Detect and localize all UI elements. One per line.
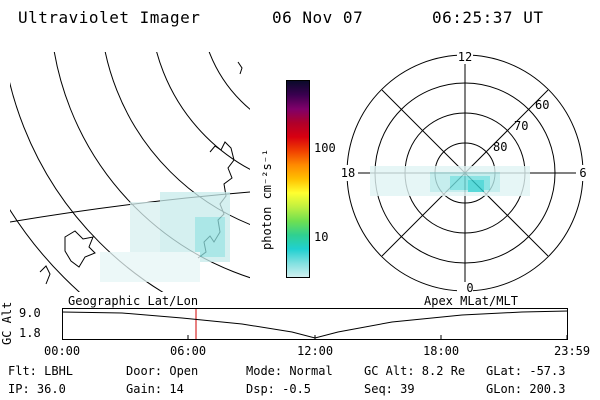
coastline: [64, 230, 96, 268]
mlt-label-top: 12: [458, 50, 472, 64]
xtick-0600: 06:00: [170, 344, 207, 358]
colorbar-tick-10: 10: [314, 230, 329, 244]
lat-label-60: 60: [535, 98, 549, 112]
lat-label-70: 70: [514, 119, 528, 133]
mlt-label-left: 18: [341, 166, 355, 180]
lat-label-80: 80: [493, 140, 507, 154]
info-dsp: Dsp: -0.5: [246, 382, 312, 396]
altitude-ytick-low: 1.8: [19, 326, 41, 340]
altitude-ylabel: GC Alt: [0, 301, 14, 345]
coastline: [237, 61, 243, 75]
altitude-curve: [62, 310, 568, 339]
info-door: Door: Open: [126, 364, 199, 378]
colorbar-unit-label: photon cm⁻²s⁻¹: [260, 148, 274, 250]
info-glat: GLat: -57.3: [486, 364, 566, 378]
plot-frame: [62, 308, 568, 340]
info-seq: Seq: 39: [364, 382, 415, 396]
info-gc-alt: GC Alt: 8.2 Re: [364, 364, 466, 378]
instrument-title: Ultraviolet Imager: [18, 8, 201, 27]
info-mode: Mode: Normal: [246, 364, 333, 378]
info-flt: Flt: LBHL: [8, 364, 74, 378]
info-gain: Gain: 14: [126, 382, 184, 396]
info-ip: IP: 36.0: [8, 382, 66, 396]
polar-map: 12 6 0 18 60 70 80: [340, 50, 590, 296]
xtick-2359: 23:59: [554, 344, 591, 358]
coastline: [39, 265, 51, 285]
date-label: 06 Nov 07: [272, 8, 364, 27]
altitude-plot: [62, 308, 568, 340]
xtick-1200: 12:00: [297, 344, 334, 358]
geographic-map: [10, 52, 250, 292]
xtick-0000: 00:00: [44, 344, 81, 358]
colorbar: [286, 80, 310, 278]
time-label: 06:25:37 UT: [432, 8, 544, 27]
geographic-map-title: Geographic Lat/Lon: [68, 294, 199, 308]
lat-circle: [208, 52, 250, 110]
mlt-label-right: 6: [579, 166, 586, 180]
aurora-speckle: [100, 192, 230, 282]
polar-map-title: Apex MLat/MLT: [424, 294, 518, 308]
colorbar-tick-100: 100: [314, 141, 336, 155]
xtick-1800: 18:00: [423, 344, 460, 358]
aurora-oval: [370, 166, 530, 196]
altitude-ytick-high: 9.0: [19, 306, 41, 320]
lat-circle: [156, 52, 250, 170]
mlt-label-bottom: 0: [466, 281, 473, 295]
info-glon: GLon: 200.3: [486, 382, 566, 396]
